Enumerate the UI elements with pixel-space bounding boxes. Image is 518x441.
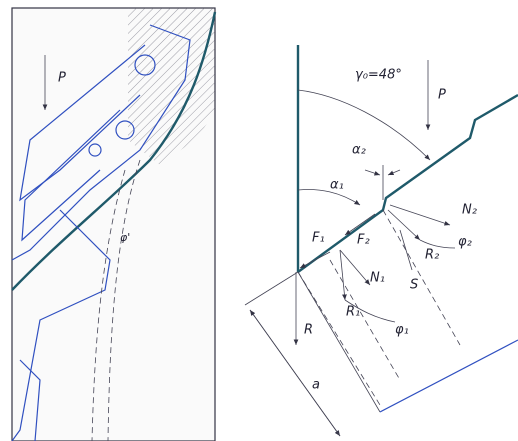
f1-label: F₁ xyxy=(312,231,325,246)
alpha2-label: α₂ xyxy=(352,143,366,158)
r-label: R xyxy=(304,323,313,338)
n1-label: N₁ xyxy=(370,271,385,286)
angle-label: φ' xyxy=(120,231,130,244)
phi2-label: φ₂ xyxy=(458,235,472,250)
a-label: a xyxy=(312,378,320,393)
alpha1-label: α₁ xyxy=(330,178,344,193)
r2-label: R₂ xyxy=(425,248,439,263)
r1-label: R₁ xyxy=(346,305,360,320)
s-label: S xyxy=(410,278,418,293)
n2-label: N₂ xyxy=(462,203,477,218)
load-label: P xyxy=(58,71,66,86)
right-panel: γ₀=48° P α₂ α₁ F₁ F₂ N₂ φ₂ R₂ N₁ S R₁ φ₁… xyxy=(244,45,518,437)
f2-label: F₂ xyxy=(357,233,370,248)
left-panel: P φ' xyxy=(11,7,217,441)
gamma-label: γ₀=48° xyxy=(355,68,402,83)
phi1-label: φ₁ xyxy=(395,323,409,338)
load-label: P xyxy=(438,88,446,103)
